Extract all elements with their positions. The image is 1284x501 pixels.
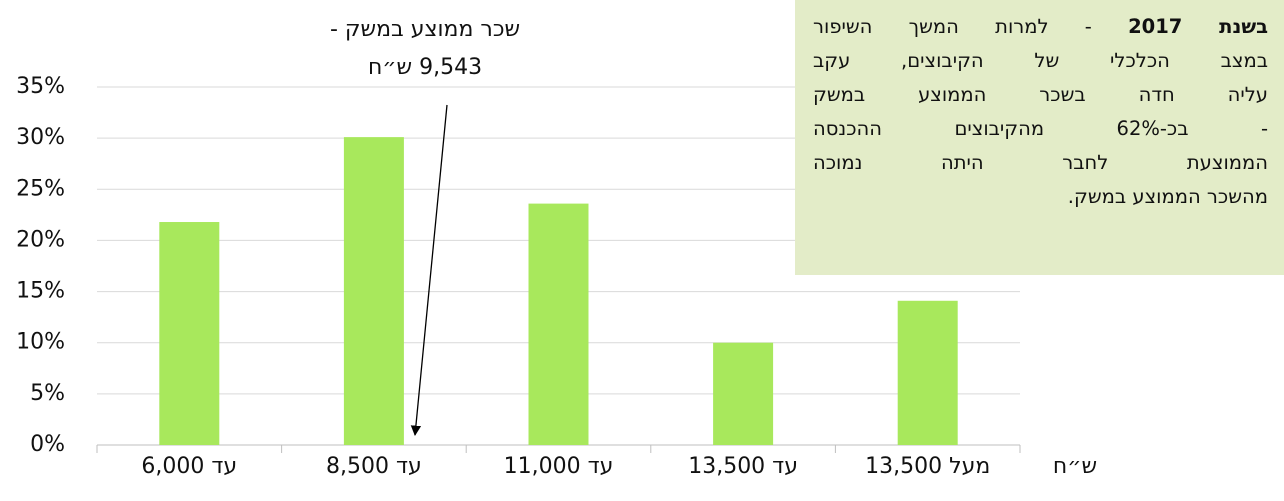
y-tick-label: 20% <box>16 227 65 252</box>
bar <box>343 137 404 445</box>
x-tick-label: עד 13,500 <box>688 454 798 479</box>
annotation-arrow <box>410 104 448 437</box>
x-tick-label: עד 11,000 <box>504 454 614 479</box>
y-tick-label: 30% <box>16 125 65 150</box>
text: מהשכר הממוצע במשק. <box>1067 185 1268 208</box>
bar <box>528 203 589 445</box>
text: במצב הכלכלי של הקיבוצים, עקב <box>813 49 1268 72</box>
y-tick-label: 35% <box>16 74 65 99</box>
annotation: שכר ממוצע במשק - <box>330 17 520 42</box>
y-tick-label: 15% <box>16 279 65 304</box>
text-line: - בכ-62% מהקיבוצים ההכנסה <box>813 112 1268 146</box>
bar <box>159 222 220 445</box>
x-tick-label: מעל 13,500 <box>865 454 990 479</box>
text-box: בשנת 2017 - למרות המשך השיפור במצב הכלכלי… <box>795 0 1284 275</box>
text-line: בשנת 2017 - למרות המשך השיפור <box>813 10 1268 44</box>
x-tick-label: עד 8,500 <box>326 454 422 479</box>
x-tick-label: עד 6,000 <box>141 454 237 479</box>
text: הממוצעת לחבר היתה נמוכה <box>813 151 1268 174</box>
bar <box>897 300 958 445</box>
y-tick-label: 25% <box>16 176 65 201</box>
text: עליה חדה בשכר הממוצע במשק <box>813 83 1268 106</box>
text: - בכ-62% מהקיבוצים ההכנסה <box>813 117 1269 140</box>
y-tick-label: 5% <box>30 381 65 406</box>
y-tick-label: 0% <box>30 432 65 457</box>
y-tick-label: 10% <box>16 330 65 355</box>
annotation: 9,543 ש״ח <box>368 55 482 80</box>
text-line: עליה חדה בשכר הממוצע במשק <box>813 78 1268 112</box>
x-unit-label: ש״ח <box>1053 454 1097 479</box>
text: - למרות המשך השיפור <box>813 15 1129 38</box>
bar <box>713 342 774 445</box>
bold-text: בשנת 2017 <box>1128 15 1269 38</box>
text-line: הממוצעת לחבר היתה נמוכה <box>813 146 1268 180</box>
text-line: במצב הכלכלי של הקיבוצים, עקב <box>813 44 1268 78</box>
text-line: מהשכר הממוצע במשק. <box>813 180 1268 214</box>
